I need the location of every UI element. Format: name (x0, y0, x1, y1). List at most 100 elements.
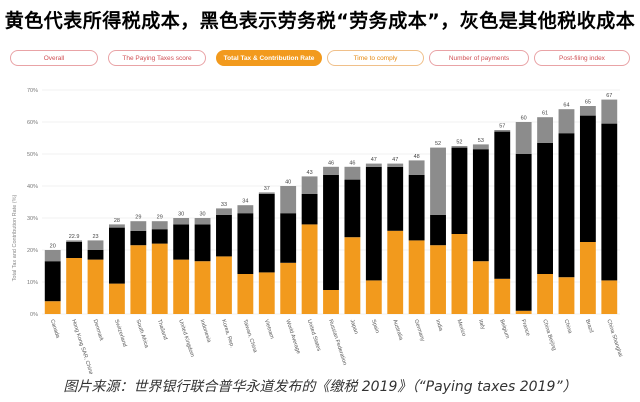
bar-total-label: 48 (414, 154, 420, 160)
bar-segment-other-taxes (323, 166, 339, 175)
bar-segment-other-taxes (130, 221, 147, 231)
tab-post-filing-index[interactable]: Post-filing index (534, 50, 630, 66)
y-axis-label: Total Tax and Contribution Rate (%) (12, 194, 18, 281)
bar-segment-other-taxes (301, 176, 318, 194)
bar-segment-labour-tax (323, 174, 339, 290)
bar-segment-profit-tax (44, 301, 61, 314)
bar-segment-labour-tax (194, 224, 211, 262)
bar-segment-profit-tax (344, 237, 361, 314)
tab-paying-taxes-score[interactable]: The Paying Taxes score (108, 50, 206, 66)
bar-segment-other-taxes (109, 224, 125, 228)
bar-segment-other-taxes (430, 147, 446, 215)
bar-segment-profit-tax (173, 259, 190, 314)
bar-segment-other-taxes (151, 221, 168, 230)
bar-total-label: 23 (92, 234, 98, 240)
x-tick-label: Korea, Rep. (220, 319, 235, 349)
bar-segment-labour-tax (408, 174, 425, 241)
bar-segment-other-taxes (344, 166, 361, 180)
x-tick-label: India (434, 319, 444, 333)
bar-segment-other-taxes (451, 146, 468, 148)
bar-segment-profit-tax (537, 274, 553, 314)
bar-total-label: 20 (50, 244, 56, 250)
x-tick-label: Germany (413, 319, 426, 343)
bar-total-label: 60 (521, 116, 527, 122)
bar-total-label: 30 (199, 212, 205, 218)
x-tick-label: Australia (391, 319, 404, 342)
bar-segment-other-taxes (280, 186, 297, 214)
bar-segment-labour-tax (494, 131, 511, 279)
bar-segment-other-taxes (494, 130, 511, 132)
bar-segment-labour-tax (66, 242, 83, 258)
bar-segment-labour-tax (344, 179, 361, 238)
bar-segment-profit-tax (237, 274, 254, 314)
x-tick-label: Hong Kong SAR, China (70, 319, 94, 374)
bar-segment-profit-tax (558, 277, 575, 314)
bar-segment-labour-tax (430, 214, 446, 246)
bar-total-label: 61 (542, 111, 548, 117)
bar-total-label: 22.9 (69, 234, 80, 240)
bar-segment-labour-tax (301, 194, 318, 225)
bar-segment-other-taxes (515, 122, 532, 154)
bar-segment-labour-tax (258, 194, 275, 273)
bar-segment-other-taxes (173, 218, 190, 225)
x-tick-label: Indonesia (199, 319, 212, 344)
bar-segment-other-taxes (44, 250, 61, 262)
bar-segment-other-taxes (601, 99, 618, 124)
bar-segment-other-taxes (258, 192, 275, 194)
bar-segment-labour-tax (579, 115, 596, 242)
x-tick-label: Spain (370, 319, 380, 334)
bar-segment-other-taxes (365, 163, 382, 167)
bar-segment-other-taxes (579, 106, 596, 116)
x-tick-label: United States (306, 319, 322, 352)
bar-segment-labour-tax (451, 147, 468, 234)
bar-total-label: 30 (178, 212, 184, 218)
x-tick-label: Canada (49, 319, 61, 340)
bar-segment-profit-tax (430, 245, 446, 314)
bar-total-label: 29 (135, 215, 141, 221)
tab-total-tax-contribution-rate[interactable]: Total Tax & Contribution Rate (216, 50, 322, 66)
x-tick-label: World Average (284, 319, 301, 355)
bar-segment-labour-tax (601, 123, 618, 281)
bar-total-label: 47 (392, 157, 398, 163)
bar-total-label: 52 (456, 140, 462, 146)
bar-total-label: 28 (114, 218, 120, 224)
bar-segment-labour-tax (216, 214, 232, 257)
bar-total-label: 65 (585, 100, 591, 106)
x-tick-label: Japan (349, 319, 359, 335)
bar-segment-labour-tax (130, 230, 147, 246)
tab-bar: Overall The Paying Taxes score Total Tax… (10, 50, 630, 68)
y-tick-label: 30% (27, 216, 38, 222)
bar-total-label: 37 (264, 186, 270, 192)
y-tick-label: 70% (27, 88, 38, 94)
y-tick-label: 10% (27, 280, 38, 286)
tab-overall[interactable]: Overall (10, 50, 98, 66)
bar-segment-labour-tax (537, 142, 553, 274)
bar-segment-other-taxes (87, 240, 104, 250)
y-tick-label: 0% (30, 312, 38, 318)
x-tick-label: China Shanghai (605, 319, 623, 358)
bar-segment-labour-tax (365, 166, 382, 281)
tab-time-to-comply[interactable]: Time to comply (327, 50, 424, 66)
bar-total-label: 53 (478, 138, 484, 144)
x-tick-label: Italy (477, 319, 486, 331)
bar-segment-profit-tax (194, 261, 211, 314)
bar-segment-other-taxes (537, 117, 553, 143)
bar-segment-profit-tax (515, 310, 532, 314)
bar-segment-profit-tax (66, 258, 83, 314)
bar-total-label: 46 (328, 160, 334, 166)
y-tick-label: 50% (27, 152, 38, 158)
image-source-caption: 图片来源：世界银行联合普华永道发布的《缴税 2019》（“Paying taxe… (63, 379, 577, 395)
bar-segment-other-taxes (66, 240, 83, 242)
total-labels: 20 22.9 23 28 29 29 30 30 33 34 37 40 43 46 46 47 47 48 52… (50, 93, 613, 249)
bar-segment-profit-tax (472, 261, 489, 314)
x-tick-label: Mexico (456, 319, 467, 337)
bar-segment-labour-tax (515, 154, 532, 311)
bar-segment-labour-tax (280, 213, 297, 263)
tab-number-of-payments[interactable]: Number of payments (429, 50, 529, 66)
bars (44, 99, 618, 314)
bar-segment-labour-tax (237, 213, 254, 274)
bar-segment-profit-tax (601, 280, 618, 314)
x-tick-label: China (563, 319, 573, 335)
bar-total-label: 34 (242, 199, 248, 205)
bar-segment-other-taxes (237, 205, 254, 214)
